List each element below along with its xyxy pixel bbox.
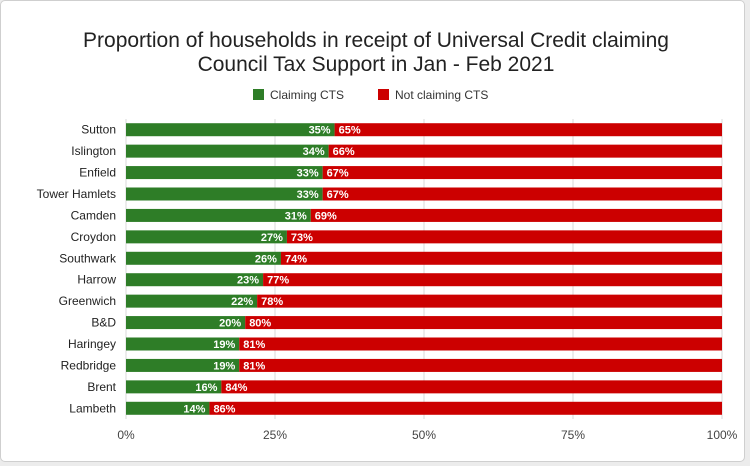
data-label-not-claiming: 84% bbox=[225, 382, 247, 394]
category-label: Lambeth bbox=[69, 401, 116, 415]
x-tick-label: 25% bbox=[263, 428, 287, 442]
bar-segment-claiming bbox=[126, 380, 222, 394]
data-label-claiming: 23% bbox=[237, 275, 259, 287]
x-tick-label: 100% bbox=[707, 428, 738, 442]
data-label-not-claiming: 65% bbox=[339, 125, 361, 137]
category-label: Camden bbox=[71, 208, 116, 222]
chart-title-line-2: Council Tax Support in Jan - Feb 2021 bbox=[198, 53, 555, 76]
x-axis-ticks: 0% 25% 50% 75% 100% bbox=[117, 428, 737, 442]
x-tick-label: 0% bbox=[117, 428, 135, 442]
bar-segment-claiming bbox=[126, 144, 329, 158]
data-label-not-claiming: 66% bbox=[333, 146, 355, 158]
bar-segment-not-claiming bbox=[257, 294, 722, 308]
bar-segment-claiming bbox=[126, 273, 264, 287]
data-label-not-claiming: 69% bbox=[315, 210, 337, 222]
data-label-not-claiming: 78% bbox=[261, 296, 283, 308]
legend-swatch-not-claiming bbox=[378, 89, 389, 100]
category-label: Enfield bbox=[79, 166, 116, 180]
bar-segment-claiming bbox=[126, 337, 240, 351]
bar-segment-not-claiming bbox=[263, 273, 722, 287]
bar-segment-claiming bbox=[126, 208, 311, 222]
data-label-claiming: 31% bbox=[285, 210, 307, 222]
bar-segment-not-claiming bbox=[280, 251, 722, 265]
gridlines bbox=[125, 119, 723, 419]
bar-segment-claiming bbox=[126, 316, 246, 330]
data-label-claiming: 34% bbox=[303, 146, 325, 158]
bar-segment-not-claiming bbox=[322, 166, 722, 180]
data-label-claiming: 19% bbox=[213, 339, 235, 351]
chart-title-line-1: Proportion of households in receipt of U… bbox=[83, 29, 669, 52]
data-label-not-claiming: 77% bbox=[267, 275, 289, 287]
data-label-claiming: 22% bbox=[231, 296, 253, 308]
legend-label-claiming: Claiming CTS bbox=[270, 88, 344, 102]
category-label: Southwark bbox=[59, 251, 117, 265]
bar-segment-claiming bbox=[126, 294, 258, 308]
data-label-not-claiming: 67% bbox=[327, 189, 349, 201]
data-label-claiming: 19% bbox=[213, 360, 235, 372]
bar-segment-claiming bbox=[126, 230, 287, 244]
category-label: Haringey bbox=[68, 337, 116, 351]
bar-segment-claiming bbox=[126, 166, 323, 180]
data-label-not-claiming: 73% bbox=[291, 232, 313, 244]
x-tick-label: 50% bbox=[412, 428, 436, 442]
category-label: B&D bbox=[91, 316, 116, 330]
bars: 35% 65% 34% 66% 33% 67% 33% 67% 31% 69% 27% 73% 26% 7… bbox=[126, 123, 723, 415]
data-label-claiming: 33% bbox=[297, 189, 319, 201]
category-label: Brent bbox=[87, 380, 116, 394]
category-label: Greenwich bbox=[59, 294, 116, 308]
data-label-not-claiming: 74% bbox=[285, 253, 307, 265]
bar-segment-not-claiming bbox=[239, 358, 723, 372]
category-label: Croydon bbox=[71, 230, 116, 244]
data-label-claiming: 14% bbox=[183, 403, 205, 415]
bar-segment-not-claiming bbox=[245, 316, 722, 330]
bar-segment-not-claiming bbox=[334, 123, 722, 137]
bar-segment-not-claiming bbox=[322, 187, 722, 201]
bar-segment-claiming bbox=[126, 187, 323, 201]
category-label: Harrow bbox=[77, 273, 116, 287]
data-label-not-claiming: 86% bbox=[213, 403, 235, 415]
category-label: Islington bbox=[71, 144, 116, 158]
bar-segment-claiming bbox=[126, 401, 210, 415]
bar-segment-not-claiming bbox=[209, 401, 722, 415]
data-label-not-claiming: 67% bbox=[327, 168, 349, 180]
data-label-claiming: 33% bbox=[297, 168, 319, 180]
data-label-not-claiming: 81% bbox=[243, 360, 265, 372]
category-labels: Sutton Islington Enfield Tower Hamlets Camde… bbox=[37, 123, 117, 416]
x-tick-label: 75% bbox=[561, 428, 585, 442]
bar-segment-not-claiming bbox=[328, 144, 722, 158]
legend-swatch-claiming bbox=[253, 89, 264, 100]
bar-segment-claiming bbox=[126, 123, 335, 137]
data-label-claiming: 35% bbox=[309, 125, 331, 137]
data-label-claiming: 26% bbox=[255, 253, 277, 265]
bar-segment-not-claiming bbox=[286, 230, 722, 244]
bar-segment-not-claiming bbox=[310, 208, 722, 222]
data-label-not-claiming: 81% bbox=[243, 339, 265, 351]
bar-segment-claiming bbox=[126, 251, 281, 265]
data-label-claiming: 27% bbox=[261, 232, 283, 244]
bar-segment-not-claiming bbox=[221, 380, 723, 394]
data-label-claiming: 20% bbox=[219, 318, 241, 330]
data-label-claiming: 16% bbox=[195, 382, 217, 394]
legend: Claiming CTS Not claiming CTS bbox=[253, 88, 488, 102]
category-label: Sutton bbox=[81, 123, 116, 137]
category-label: Tower Hamlets bbox=[37, 187, 116, 201]
category-label: Redbridge bbox=[61, 358, 117, 372]
bar-segment-not-claiming bbox=[239, 337, 723, 351]
legend-label-not-claiming: Not claiming CTS bbox=[395, 88, 488, 102]
bar-segment-claiming bbox=[126, 358, 240, 372]
data-label-not-claiming: 80% bbox=[249, 318, 271, 330]
